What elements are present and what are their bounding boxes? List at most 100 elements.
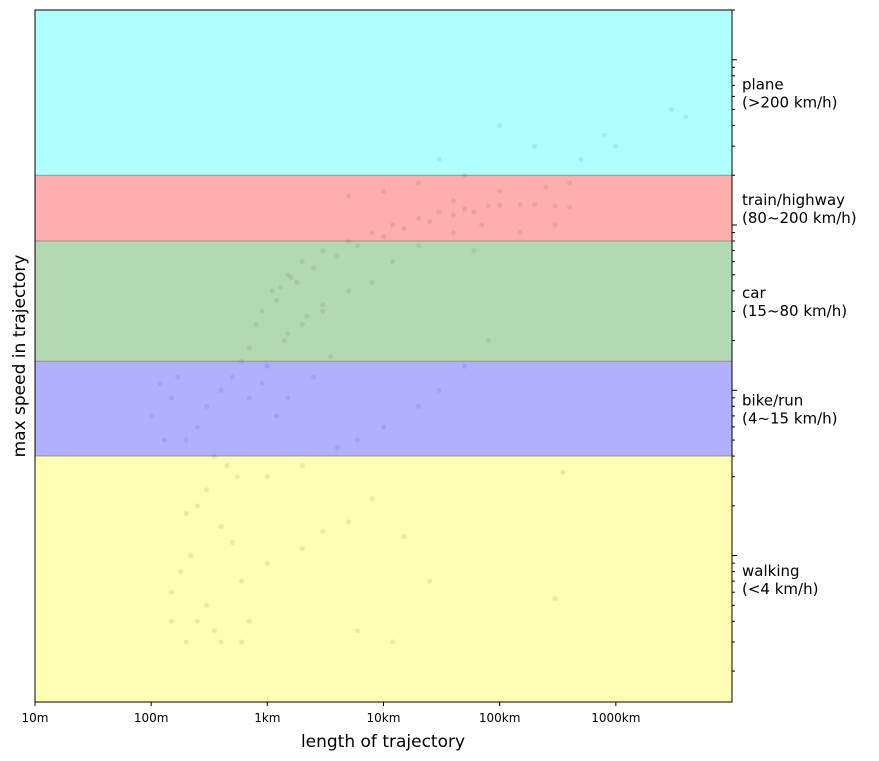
data-point-38 [224,463,230,469]
data-point-48 [204,602,210,608]
data-point-112 [194,618,200,624]
data-point-93 [668,106,674,113]
data-point-74 [320,302,326,308]
data-point-81 [415,243,422,249]
band-label-0-name: plane [742,76,784,94]
data-point-35 [194,424,200,430]
data-point-51 [299,546,305,552]
y-axis-ticks [732,9,737,672]
data-point-58 [334,445,340,451]
band-label-1-name: train/highway [742,191,845,209]
x-axis-title: length of trajectory [301,732,465,752]
band-label-2-name: car [742,284,766,302]
data-point-62 [436,387,442,393]
data-point-2 [320,248,326,254]
data-point-29 [288,275,294,281]
data-point-78 [175,374,181,380]
data-point-3 [345,238,352,244]
data-point-118 [427,578,433,584]
x-tick-label-0: 10m [22,711,49,725]
data-point-116 [552,595,558,602]
data-point-11 [517,202,523,208]
band-label-2-range: (15~80 km/h) [742,302,847,320]
y-axis-title: max speed in trajectory [10,255,30,458]
data-point-19 [355,243,361,249]
data-point-37 [211,453,217,459]
data-point-106 [543,184,549,190]
data-point-5 [390,222,396,228]
data-point-83 [479,222,485,228]
speed-bands [35,10,732,702]
data-point-109 [218,639,224,645]
data-point-96 [578,156,584,162]
x-tick-label-3: 10km [367,711,401,725]
data-point-40 [204,487,210,493]
x-tick-label-1: 100m [134,711,169,725]
data-point-65 [273,413,280,419]
data-point-104 [450,198,456,204]
data-point-16 [294,279,300,285]
data-point-0 [285,272,291,278]
data-point-92 [613,143,619,149]
data-point-43 [218,523,224,530]
data-point-31 [239,358,245,364]
band-0 [35,10,732,176]
data-point-73 [304,313,310,319]
data-point-70 [246,395,252,401]
data-point-44 [229,539,235,546]
data-point-66 [285,395,291,401]
data-point-30 [246,345,252,351]
data-point-63 [462,363,468,369]
data-point-4 [369,230,375,236]
data-point-50 [264,560,270,566]
data-point-33 [218,387,224,393]
data-point-56 [264,474,270,480]
data-point-76 [169,395,175,401]
data-point-7 [436,209,442,215]
data-point-110 [239,639,245,645]
data-point-14 [567,204,573,210]
data-point-49 [239,578,245,584]
data-point-77 [157,380,163,387]
x-axis-ticks: 10m 100m 1km 10km 100km 1000km [22,702,640,725]
data-point-67 [311,374,317,380]
data-point-75 [148,413,154,419]
data-point-32 [229,374,235,380]
data-point-108 [183,639,189,645]
data-point-80 [390,259,396,265]
data-point-39 [234,474,240,480]
data-point-64 [485,337,491,344]
data-point-113 [246,618,252,624]
band-label-3-range: (4~15 km/h) [742,410,838,428]
data-point-105 [497,188,503,194]
band-labels: plane(>200 km/h) train/highway(80~200 km/… [742,76,857,598]
data-point-72 [281,337,287,344]
data-point-28 [278,284,284,290]
data-point-34 [204,403,210,409]
band-4 [35,456,732,702]
data-point-88 [285,331,291,337]
data-point-82 [450,230,456,236]
data-point-60 [380,424,387,430]
data-point-52 [320,528,326,535]
data-point-46 [178,569,184,575]
data-point-13 [552,203,558,209]
data-point-89 [471,248,477,254]
data-point-100 [436,156,442,162]
data-point-41 [194,503,200,509]
band-label-4-range: (<4 km/h) [742,580,818,598]
data-point-68 [327,354,334,360]
data-point-102 [380,188,387,194]
data-point-98 [497,122,503,129]
band-2 [35,241,732,362]
data-point-27 [269,288,275,294]
data-point-53 [345,519,352,525]
band-label-0-range: (>200 km/h) [742,94,838,112]
data-point-25 [253,321,259,328]
data-point-36 [183,437,189,443]
data-points [148,106,689,645]
data-point-91 [552,222,558,228]
data-point-24 [471,209,477,215]
data-point-119 [355,628,361,634]
